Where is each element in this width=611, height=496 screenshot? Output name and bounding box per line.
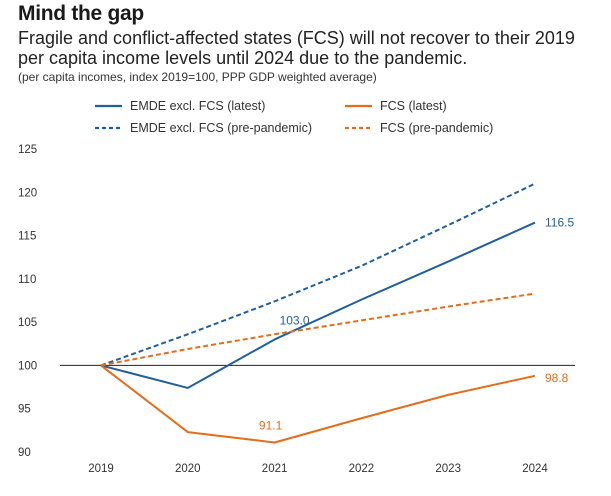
data-label: 98.8 xyxy=(545,371,569,385)
legend-label: FCS (latest) xyxy=(380,99,447,113)
chart-title: Mind the gap xyxy=(18,2,144,25)
series-group xyxy=(100,182,536,444)
x-tick-label: 2020 xyxy=(175,463,201,475)
y-tick-label: 95 xyxy=(18,404,31,416)
y-tick-label: 115 xyxy=(18,231,36,243)
series-line-fcs-pre-pandemic xyxy=(100,292,536,367)
chart-note: (per capita incomes, index 2019=100, PPP… xyxy=(18,70,377,84)
legend-label: FCS (pre-pandemic) xyxy=(380,121,493,135)
series-line-emde-excl-fcs-latest xyxy=(100,221,536,389)
data-label: 116.5 xyxy=(545,216,574,230)
y-tick-label: 105 xyxy=(18,317,37,329)
x-tick-label: 2021 xyxy=(262,463,288,475)
y-tick-label: 120 xyxy=(18,187,37,199)
data-labels: 116.5 103.0 91.1 98.8 xyxy=(259,216,575,433)
data-label: 91.1 xyxy=(259,418,283,432)
y-tick-label: 110 xyxy=(18,274,36,286)
y-tick-label: 125 xyxy=(18,144,37,156)
y-tick-label: 100 xyxy=(18,360,37,372)
legend: EMDE excl. FCS (latest) EMDE excl. FCS (p… xyxy=(95,99,493,135)
x-tick-label: 2022 xyxy=(349,463,375,475)
y-axis: 90 95 100 105 110 115 120 125 xyxy=(18,144,37,459)
chart-subtitle: Fragile and conflict-affected states (FC… xyxy=(18,28,575,68)
x-tick-label: 2019 xyxy=(88,463,114,475)
x-axis: 2019 2020 2021 2022 2023 2024 xyxy=(88,463,548,475)
legend-label: EMDE excl. FCS (latest) xyxy=(130,99,265,113)
series-line-fcs-latest xyxy=(100,364,536,444)
y-tick-label: 90 xyxy=(18,447,31,459)
series-line-emde-excl-fcs-pre-pandemic xyxy=(100,182,536,367)
x-tick-label: 2023 xyxy=(435,463,461,475)
data-label: 103.0 xyxy=(280,313,310,327)
x-tick-label: 2024 xyxy=(522,463,548,475)
legend-label: EMDE excl. FCS (pre-pandemic) xyxy=(130,121,312,135)
